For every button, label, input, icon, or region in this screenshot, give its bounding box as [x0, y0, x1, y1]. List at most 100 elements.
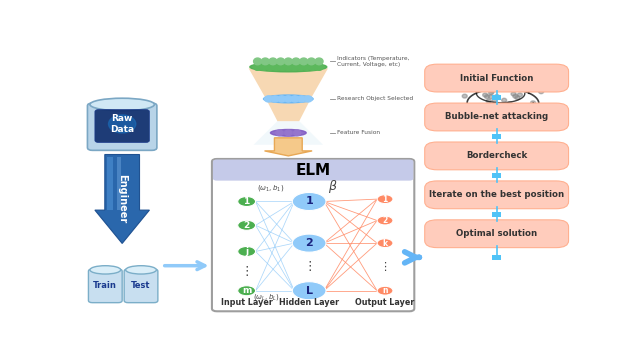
- Ellipse shape: [272, 64, 280, 70]
- Ellipse shape: [307, 58, 316, 65]
- Text: Iterate on the best position: Iterate on the best position: [429, 190, 564, 199]
- Ellipse shape: [303, 64, 311, 70]
- Ellipse shape: [492, 106, 497, 110]
- Ellipse shape: [476, 86, 481, 90]
- Ellipse shape: [467, 87, 472, 91]
- Text: Initial Function: Initial Function: [460, 74, 533, 83]
- Bar: [492, 134, 501, 139]
- Ellipse shape: [531, 86, 536, 90]
- Bar: [492, 212, 501, 217]
- Polygon shape: [248, 68, 328, 99]
- Ellipse shape: [507, 102, 512, 106]
- Ellipse shape: [276, 130, 283, 136]
- Text: 1: 1: [305, 196, 313, 206]
- Ellipse shape: [90, 266, 121, 274]
- Ellipse shape: [278, 96, 285, 102]
- Text: Output Layer: Output Layer: [355, 298, 415, 307]
- Bar: [492, 255, 501, 260]
- Ellipse shape: [502, 98, 507, 102]
- Circle shape: [237, 286, 255, 296]
- Ellipse shape: [264, 95, 313, 103]
- Polygon shape: [253, 121, 288, 145]
- Text: n: n: [382, 286, 388, 295]
- Ellipse shape: [486, 99, 492, 103]
- Ellipse shape: [90, 98, 154, 111]
- Text: ELM: ELM: [296, 162, 331, 178]
- Ellipse shape: [511, 92, 516, 96]
- FancyBboxPatch shape: [124, 269, 158, 303]
- Ellipse shape: [488, 95, 493, 99]
- FancyBboxPatch shape: [425, 103, 568, 131]
- Ellipse shape: [488, 91, 493, 95]
- Ellipse shape: [109, 115, 136, 133]
- Text: Indicators (Temperature,
Current, Voltage, etc): Indicators (Temperature, Current, Voltag…: [337, 56, 410, 67]
- Polygon shape: [95, 155, 150, 243]
- Ellipse shape: [276, 58, 285, 65]
- FancyBboxPatch shape: [212, 159, 414, 311]
- Text: Input Layer: Input Layer: [221, 298, 273, 307]
- Text: ⋮: ⋮: [380, 262, 390, 272]
- Ellipse shape: [488, 85, 493, 89]
- Ellipse shape: [315, 64, 323, 70]
- Circle shape: [377, 239, 393, 248]
- Text: ⋮: ⋮: [241, 265, 253, 278]
- Text: L: L: [306, 286, 313, 296]
- Ellipse shape: [484, 95, 490, 99]
- Ellipse shape: [264, 96, 273, 102]
- Ellipse shape: [284, 58, 292, 65]
- Circle shape: [237, 196, 255, 206]
- Text: Research Object Selected: Research Object Selected: [337, 96, 413, 101]
- Ellipse shape: [513, 94, 518, 98]
- Text: $\beta$: $\beta$: [328, 178, 338, 195]
- Circle shape: [377, 216, 393, 225]
- Circle shape: [237, 247, 255, 256]
- FancyBboxPatch shape: [425, 181, 568, 209]
- Text: 2: 2: [244, 221, 250, 230]
- Ellipse shape: [490, 89, 495, 93]
- Text: Train: Train: [93, 281, 117, 290]
- Ellipse shape: [514, 81, 518, 85]
- Polygon shape: [117, 157, 121, 210]
- Ellipse shape: [266, 64, 274, 70]
- Text: Engineer: Engineer: [117, 174, 127, 223]
- Polygon shape: [514, 115, 527, 123]
- Ellipse shape: [315, 58, 323, 65]
- Circle shape: [377, 195, 393, 204]
- Ellipse shape: [483, 93, 488, 97]
- Text: Test: Test: [131, 281, 151, 290]
- Ellipse shape: [292, 234, 326, 252]
- FancyBboxPatch shape: [425, 64, 568, 92]
- Ellipse shape: [495, 84, 500, 88]
- Ellipse shape: [253, 58, 262, 65]
- Text: 2: 2: [305, 238, 313, 248]
- Polygon shape: [264, 138, 312, 156]
- Ellipse shape: [462, 94, 467, 98]
- Ellipse shape: [125, 266, 156, 274]
- Text: 1: 1: [383, 195, 388, 204]
- Text: Feature Fusion: Feature Fusion: [337, 130, 380, 135]
- Circle shape: [237, 220, 255, 230]
- Ellipse shape: [506, 103, 511, 107]
- Ellipse shape: [269, 58, 277, 65]
- FancyBboxPatch shape: [213, 160, 413, 180]
- FancyBboxPatch shape: [88, 103, 157, 150]
- Text: 2: 2: [383, 216, 388, 225]
- Ellipse shape: [284, 64, 292, 70]
- Ellipse shape: [271, 96, 279, 102]
- Ellipse shape: [271, 130, 306, 136]
- Ellipse shape: [291, 64, 298, 70]
- Text: j: j: [245, 247, 248, 256]
- FancyBboxPatch shape: [88, 269, 122, 303]
- FancyBboxPatch shape: [425, 220, 568, 248]
- Text: 1: 1: [244, 197, 250, 206]
- Ellipse shape: [261, 58, 269, 65]
- Ellipse shape: [253, 64, 262, 70]
- Text: m: m: [242, 286, 252, 295]
- Text: Hidden Layer: Hidden Layer: [279, 298, 339, 307]
- Text: Optimal solution: Optimal solution: [456, 229, 537, 238]
- Ellipse shape: [294, 130, 301, 136]
- Ellipse shape: [515, 96, 520, 100]
- Ellipse shape: [297, 64, 305, 70]
- Ellipse shape: [300, 58, 308, 65]
- Circle shape: [377, 286, 393, 295]
